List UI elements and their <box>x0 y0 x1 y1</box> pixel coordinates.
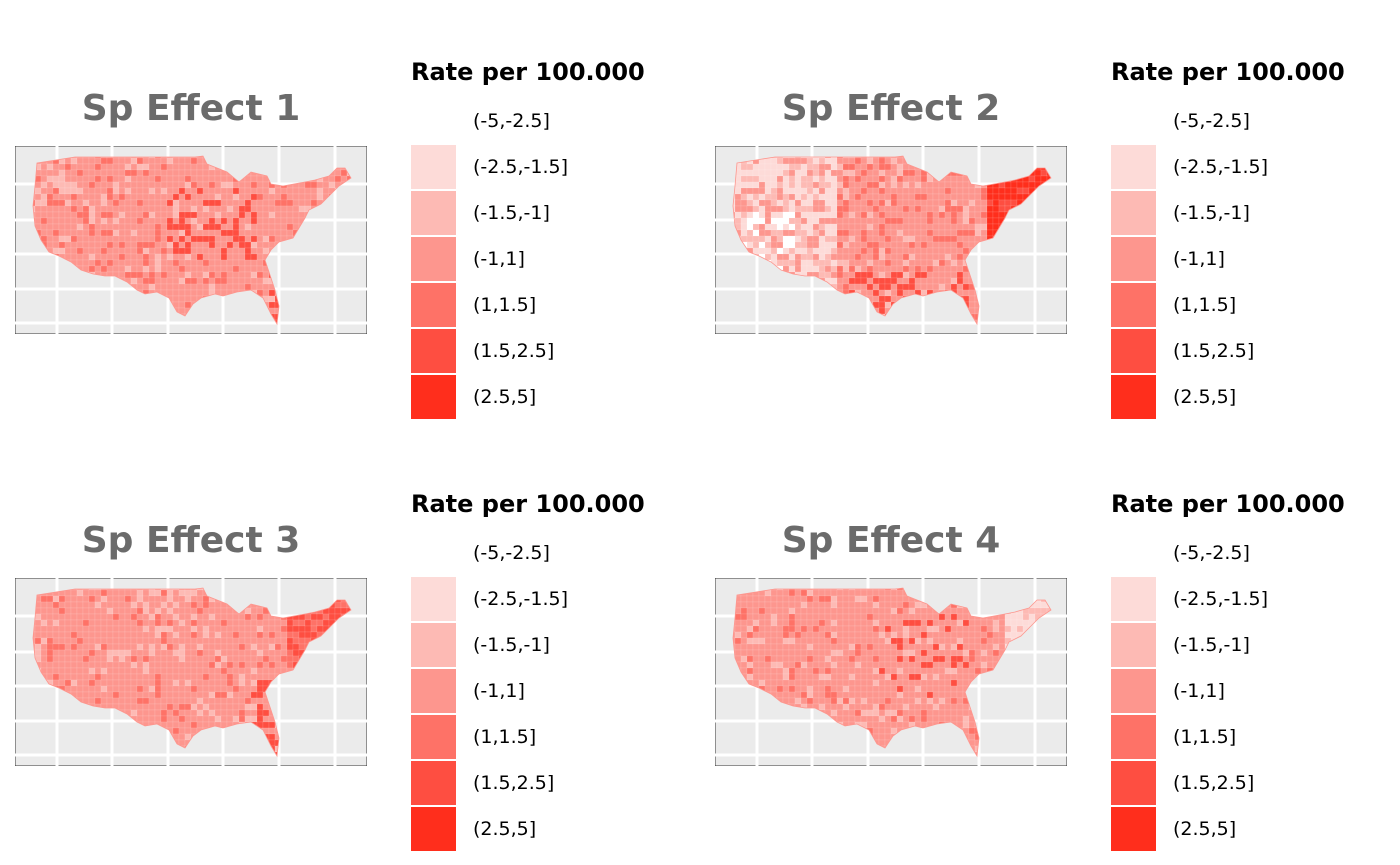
legend-label: (-2.5,-1.5] <box>1173 156 1269 178</box>
legend-swatch <box>1111 237 1156 282</box>
legend-label: (-1,1] <box>473 248 525 270</box>
legend-swatch <box>1111 669 1156 714</box>
legend-label: (-2.5,-1.5] <box>473 588 569 610</box>
map-svg <box>715 578 1067 766</box>
legend-label: (1,1.5] <box>1173 726 1237 748</box>
legend-label: (1.5,2.5] <box>473 772 555 794</box>
legend-swatch <box>411 237 456 282</box>
legend-swatch <box>1111 375 1156 420</box>
legend-swatch <box>1111 531 1156 576</box>
legend-label: (1.5,2.5] <box>1173 340 1255 362</box>
map-title: Sp Effect 1 <box>81 88 301 129</box>
legend-swatch <box>1111 807 1156 852</box>
map-svg <box>15 146 367 334</box>
us-outline <box>32 587 352 758</box>
legend-label: (-1.5,-1] <box>473 634 550 656</box>
legend-swatch <box>411 145 456 190</box>
map-svg <box>715 146 1067 334</box>
legend-label: (-5,-2.5] <box>473 110 550 132</box>
legend-swatch <box>411 623 456 668</box>
legend-label: (2.5,5] <box>473 386 537 408</box>
map-svg <box>15 578 367 766</box>
legend-label: (-1.5,-1] <box>1173 634 1250 656</box>
legend-swatch <box>411 807 456 852</box>
legend-title: Rate per 100.000 <box>1111 490 1345 518</box>
us-outline <box>732 155 1052 326</box>
legend-swatch <box>411 191 456 236</box>
legend-swatch <box>411 283 456 328</box>
legend-swatch <box>411 375 456 420</box>
legend-swatch <box>1111 283 1156 328</box>
legend-label: (2.5,5] <box>473 818 537 840</box>
map-title: Sp Effect 2 <box>781 88 1001 129</box>
us-outline <box>732 587 1052 758</box>
us-outline <box>32 155 352 326</box>
legend-swatch <box>1111 145 1156 190</box>
legend-label: (2.5,5] <box>1173 386 1237 408</box>
legend-swatch <box>1111 623 1156 668</box>
legend-swatch <box>411 715 456 760</box>
map-panel-2: Sp Effect 2 Rate per 100.000 (-5,-2.5] (-2.… <box>700 0 1400 432</box>
map-title: Sp Effect 3 <box>81 520 301 561</box>
choropleth-map <box>715 146 1067 334</box>
choropleth-map <box>715 578 1067 766</box>
legend-label: (-1,1] <box>473 680 525 702</box>
legend-swatch <box>1111 191 1156 236</box>
legend-label: (1,1.5] <box>473 726 537 748</box>
legend-label: (-2.5,-1.5] <box>473 156 569 178</box>
legend-swatch <box>1111 99 1156 144</box>
legend-label: (-5,-2.5] <box>1173 542 1250 564</box>
legend-label: (-5,-2.5] <box>473 542 550 564</box>
legend-title: Rate per 100.000 <box>1111 58 1345 86</box>
legend-label: (-1,1] <box>1173 248 1225 270</box>
legend-label: (1.5,2.5] <box>473 340 555 362</box>
legend-swatch <box>411 669 456 714</box>
legend-swatch <box>1111 715 1156 760</box>
legend-label: (-5,-2.5] <box>1173 110 1250 132</box>
legend-swatch <box>1111 761 1156 806</box>
legend-swatch <box>411 99 456 144</box>
legend-label: (-1,1] <box>1173 680 1225 702</box>
legend-swatch <box>1111 577 1156 622</box>
legend-label: (1,1.5] <box>1173 294 1237 316</box>
map-panel-4: Sp Effect 4 Rate per 100.000 (-5,-2.5] (-2.… <box>700 432 1400 864</box>
legend-label: (2.5,5] <box>1173 818 1237 840</box>
legend-title: Rate per 100.000 <box>411 490 645 518</box>
map-panel-1: Sp Effect 1 Rate per 100.000 (-5,-2.5] (-2.… <box>0 0 700 432</box>
legend-swatch <box>411 531 456 576</box>
legend-swatch <box>1111 329 1156 374</box>
choropleth-map <box>15 578 367 766</box>
legend-swatch <box>411 329 456 374</box>
map-title: Sp Effect 4 <box>781 520 1001 561</box>
legend-label: (1,1.5] <box>473 294 537 316</box>
legend-title: Rate per 100.000 <box>411 58 645 86</box>
legend-label: (-2.5,-1.5] <box>1173 588 1269 610</box>
map-panel-3: Sp Effect 3 Rate per 100.000 (-5,-2.5] (-2.… <box>0 432 700 864</box>
legend-swatch <box>411 577 456 622</box>
choropleth-map <box>15 146 367 334</box>
legend-label: (1.5,2.5] <box>1173 772 1255 794</box>
legend-label: (-1.5,-1] <box>1173 202 1250 224</box>
legend-swatch <box>411 761 456 806</box>
legend-label: (-1.5,-1] <box>473 202 550 224</box>
